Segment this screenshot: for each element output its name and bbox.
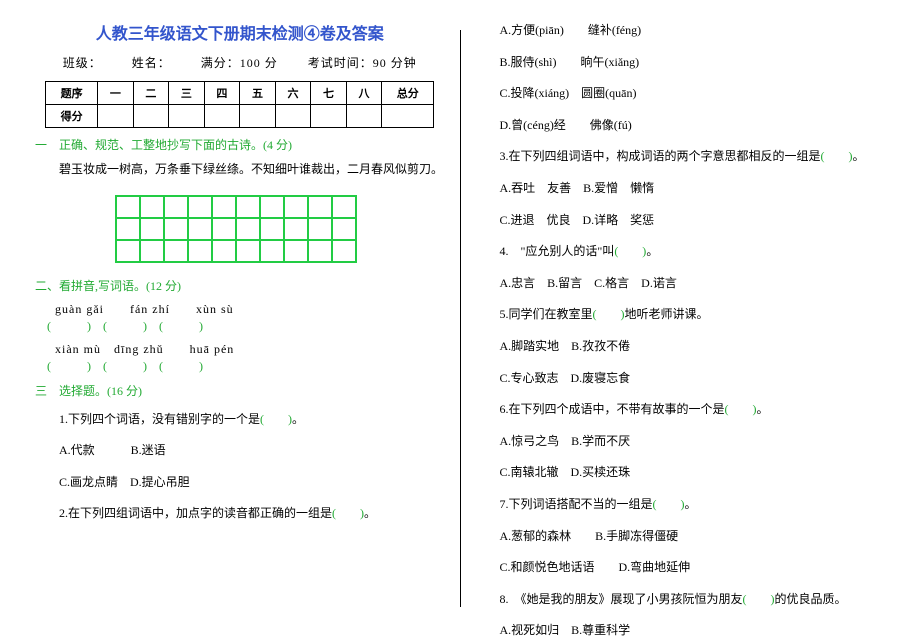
sec1-poem: 碧玉妆成一树高，万条垂下绿丝绦。不知细叶谁裁出，二月春风似剪刀。 [35,159,445,181]
th-3: 三 [169,82,205,105]
grid-cell [140,196,164,218]
grid-cell [164,196,188,218]
th-6: 六 [275,82,311,105]
th-8: 八 [346,82,382,105]
paren-row-1: ( ) ( ) ( ) [47,319,445,334]
grid-cell [308,196,332,218]
grid-cell [116,196,140,218]
grid-cell [164,218,188,240]
sec2-header: 二、看拼音,写词语。(12 分) [35,277,445,294]
grid-cell [236,218,260,240]
th-total: 总分 [382,82,434,105]
q2-d: D.曾(céng)经 佛像(fú) [476,115,886,137]
q3-ab: A.吞吐 友善 B.爱憎 懒惰 [476,178,886,200]
grid-row [116,240,356,262]
td-blank [382,105,434,128]
page-title: 人教三年级语文下册期末检测④卷及答案 [35,20,445,44]
sec1-header: 一 正确、规范、工整地抄写下面的古诗。(4 分) [35,136,445,153]
q2-b: B.服侍(shì) 晌午(xiǎng) [476,52,886,74]
td-blank [204,105,240,128]
q2-a: A.方便(piān) 缝补(féng) [476,20,886,42]
grid-cell [188,218,212,240]
grid-cell [332,196,356,218]
grid-cell [140,240,164,262]
exam-header: 班级： 姓名： 满分：100 分 考试时间：90 分钟 [35,54,445,71]
td-blank [98,105,134,128]
th-5: 五 [240,82,276,105]
class-label: 班级： [63,56,102,70]
q6-cd: C.南辕北辙 D.买椟还珠 [476,462,886,484]
grid-cell [164,240,188,262]
grid-cell [284,218,308,240]
q6-ab: A.惊弓之鸟 B.学而不厌 [476,431,886,453]
score-table: 题序 一 二 三 四 五 六 七 八 总分 得分 [45,81,434,128]
q4-opts: A.忠言 B.留言 C.格言 D.诺言 [476,273,886,295]
q8: 8. 《她是我的朋友》展现了小男孩阮恒为朋友( )的优良品质。 [476,589,886,611]
th-label: 题序 [46,82,98,105]
q7-ab: A.葱郁的森林 B.手脚冻得僵硬 [476,526,886,548]
td-blank [169,105,205,128]
q7: 7.下列词语搭配不当的一组是( )。 [476,494,886,516]
full-score: 满分：100 分 [201,56,278,70]
pinyin-row-2: xiàn mù dīng zhǔ huā pén [55,342,445,357]
grid-cell [188,196,212,218]
pinyin-row-1: guàn gǎi fán zhí xùn sù [55,302,445,317]
grid-cell [236,196,260,218]
q1-opts-ab: A.代款 B.迷语 [35,440,445,462]
grid-cell [116,218,140,240]
writing-grid [115,195,357,263]
q1-opts-cd: C.画龙点睛 D.提心吊胆 [35,472,445,494]
q5-ab: A.脚踏实地 B.孜孜不倦 [476,336,886,358]
grid-cell [212,218,236,240]
grid-cell [260,240,284,262]
table-row: 题序 一 二 三 四 五 六 七 八 总分 [46,82,434,105]
grid-row [116,196,356,218]
q6: 6.在下列四个成语中，不带有故事的一个是( )。 [476,399,886,421]
q2-c: C.投降(xiáng) 圆圈(quān) [476,83,886,105]
grid-cell [212,240,236,262]
q5-cd: C.专心致志 D.废寝忘食 [476,368,886,390]
td-blank [240,105,276,128]
paren-row-2: ( ) ( ) ( ) [47,359,445,374]
td-blank [133,105,169,128]
q2: 2.在下列四组词语中，加点字的读音都正确的一组是( )。 [35,503,445,525]
q5: 5.同学们在教室里( )地听老师讲课。 [476,304,886,326]
grid-cell [236,240,260,262]
grid-cell [116,240,140,262]
sec3-header: 三 选择题。(16 分) [35,382,445,399]
grid-cell [212,196,236,218]
grid-cell [188,240,212,262]
td-blank [275,105,311,128]
q3-cd: C.进退 优良 D.详略 奖惩 [476,210,886,232]
grid-cell [284,196,308,218]
grid-cell [308,218,332,240]
q1-text: 1.下列四个词语，没有错别字的一个是( )。 [59,412,304,426]
grid-cell [140,218,164,240]
td-blank [346,105,382,128]
q3: 3.在下列四组词语中，构成词语的两个字意思都相反的一组是( )。 [476,146,886,168]
name-label: 姓名： [132,56,171,70]
q8-ab: A.视死如归 B.尊重科学 [476,620,886,642]
grid-cell [260,196,284,218]
th-2: 二 [133,82,169,105]
q7-cd: C.和颜悦色地话语 D.弯曲地延伸 [476,557,886,579]
grid-cell [308,240,332,262]
grid-cell [332,218,356,240]
grid-cell [260,218,284,240]
exam-time: 考试时间：90 分钟 [308,56,417,70]
grid-cell [284,240,308,262]
grid-row [116,218,356,240]
th-4: 四 [204,82,240,105]
table-row: 得分 [46,105,434,128]
q1: 1.下列四个词语，没有错别字的一个是( )。 [35,409,445,431]
th-1: 一 [98,82,134,105]
th-7: 七 [311,82,347,105]
td-blank [311,105,347,128]
td-label: 得分 [46,105,98,128]
q4: 4. "应允别人的话"叫( )。 [476,241,886,263]
grid-cell [332,240,356,262]
